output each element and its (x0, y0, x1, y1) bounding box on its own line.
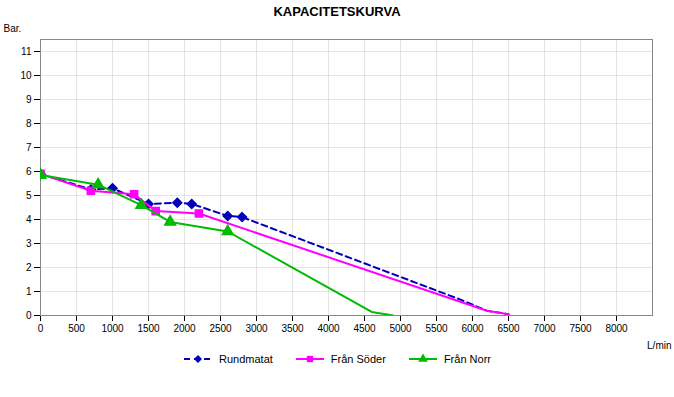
svg-text:4500: 4500 (353, 323, 376, 334)
svg-text:L/min: L/min (647, 340, 671, 351)
svg-text:0: 0 (38, 323, 44, 334)
svg-text:7000: 7000 (533, 323, 556, 334)
svg-text:2000: 2000 (173, 323, 196, 334)
svg-text:6: 6 (26, 166, 32, 177)
svg-text:0: 0 (26, 310, 32, 321)
svg-text:11: 11 (21, 46, 32, 57)
svg-text:1: 1 (26, 286, 32, 297)
html-text:Från Söder: Från Söder (330, 353, 386, 365)
svg-text:5000: 5000 (389, 323, 412, 334)
svg-text:3: 3 (26, 238, 32, 249)
svg-text:10: 10 (20, 70, 32, 81)
html-text:KAPACITETSKURVA: KAPACITETSKURVA (273, 4, 401, 19)
svg-text:Bar.: Bar. (4, 23, 22, 34)
svg-text:7500: 7500 (569, 323, 592, 334)
svg-text:3500: 3500 (281, 323, 304, 334)
svg-text:4: 4 (26, 214, 32, 225)
svg-text:3000: 3000 (245, 323, 268, 334)
svg-text:4000: 4000 (317, 323, 340, 334)
svg-text:5: 5 (26, 190, 32, 201)
html-text:Från Norr: Från Norr (443, 353, 491, 365)
svg-text:2500: 2500 (209, 323, 232, 334)
svg-text:1000: 1000 (101, 323, 124, 334)
svg-text:1500: 1500 (137, 323, 160, 334)
svg-text:8000: 8000 (605, 323, 628, 334)
svg-text:7: 7 (26, 142, 32, 153)
svg-text:2: 2 (26, 262, 32, 273)
svg-text:8: 8 (26, 118, 32, 129)
svg-text:5500: 5500 (425, 323, 448, 334)
svg-text:9: 9 (26, 94, 32, 105)
svg-text:6000: 6000 (461, 323, 484, 334)
svg-text:6500: 6500 (497, 323, 520, 334)
html-text:Rundmatat: Rundmatat (219, 353, 273, 365)
svg-text:500: 500 (68, 323, 85, 334)
